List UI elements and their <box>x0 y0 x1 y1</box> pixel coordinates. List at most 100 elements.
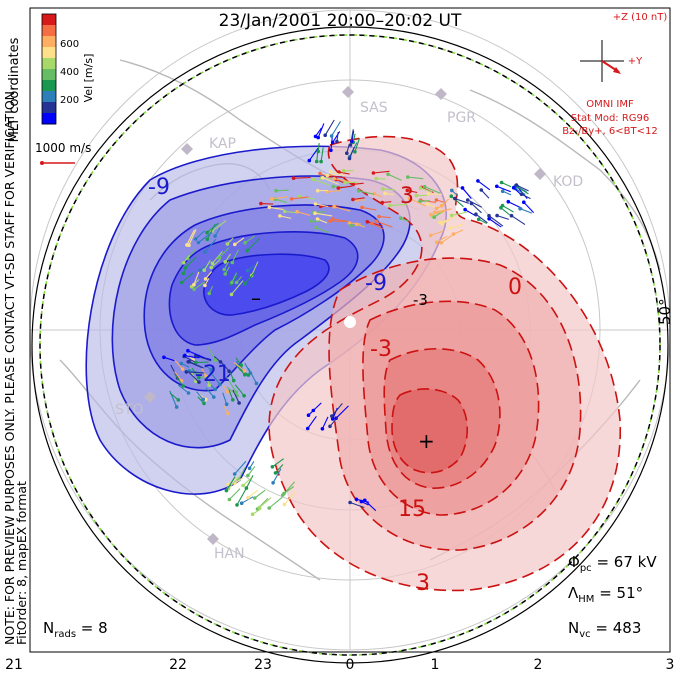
vector-line <box>268 496 283 509</box>
vector-origin <box>348 143 353 147</box>
vector-origin <box>341 169 346 173</box>
vector-origin <box>330 217 335 221</box>
vector-origin <box>330 414 334 418</box>
vector-line <box>184 354 197 359</box>
vector-line <box>462 187 472 199</box>
vector-origin <box>500 189 505 193</box>
vector-line <box>210 259 221 268</box>
vector-line <box>389 203 408 206</box>
contour-label-neg-3: -9 <box>365 271 387 296</box>
vector-origin <box>381 187 385 191</box>
vector-line <box>246 238 260 252</box>
vector-origin <box>245 249 249 253</box>
vector-line <box>371 223 384 230</box>
vector-origin <box>205 237 210 242</box>
vector-origin <box>218 382 222 387</box>
map-title: 23/Jan/2001 20:00–20:02 UT <box>219 11 462 31</box>
vector-origin <box>380 200 385 205</box>
vector-origin <box>325 173 330 178</box>
mlt-tick-21: 21 <box>5 657 23 673</box>
vector-line <box>187 248 196 259</box>
vector-origin <box>311 177 316 182</box>
vector-origin <box>270 197 274 201</box>
vector-line <box>229 488 241 500</box>
vector-origin <box>345 151 349 155</box>
vector-origin <box>254 381 259 386</box>
vector-line <box>434 208 452 213</box>
vector-origin <box>227 497 232 502</box>
vector-line <box>349 129 354 146</box>
vector-line <box>334 178 351 183</box>
vector-line <box>335 405 349 419</box>
vector-line <box>186 229 195 246</box>
vector-origin <box>234 390 238 394</box>
vector-origin <box>429 212 433 217</box>
heppner-maynard-boundary-green <box>39 34 661 656</box>
vector-origin <box>418 186 423 190</box>
vector-origin <box>213 358 218 363</box>
vector-origin <box>374 176 379 181</box>
vector-origin <box>426 191 431 196</box>
vector-line <box>271 196 288 200</box>
vector-origin <box>359 499 364 504</box>
vector-origin <box>434 198 439 202</box>
vector-origin <box>226 411 230 416</box>
vector-origin <box>343 180 347 185</box>
vector-line <box>228 475 241 489</box>
vector-line <box>331 403 343 417</box>
vector-line <box>313 178 330 186</box>
vector-origin <box>353 150 357 154</box>
velocity-colorbar <box>41 13 57 125</box>
vector-line <box>332 218 350 223</box>
vector-origin <box>248 371 253 375</box>
colorbar-segment <box>42 113 56 125</box>
vector-origin <box>197 375 201 380</box>
contour-label-pos-5: 3 <box>416 571 430 596</box>
vector-origin <box>313 134 318 139</box>
vector-origin <box>245 268 250 273</box>
vector-origin <box>315 217 320 221</box>
vector-origin <box>281 493 285 497</box>
vector-origin <box>329 134 334 138</box>
preview-note: NOTE: FOR PREVIEW PURPOSES ONLY. PLEASE … <box>2 87 17 645</box>
vector-origin <box>209 368 213 372</box>
vector-origin <box>210 261 215 266</box>
vector-line <box>225 476 236 491</box>
vector-origin <box>243 240 247 245</box>
vector-origin <box>198 268 202 272</box>
vector-origin <box>231 378 236 383</box>
vector-line <box>376 220 393 228</box>
colorbar-tick-600: 600 <box>60 39 79 50</box>
vector-line <box>275 189 289 192</box>
vector-origin <box>234 280 239 285</box>
colorbar-segment <box>42 36 56 48</box>
vector-origin <box>320 427 325 431</box>
vector-line <box>373 170 390 174</box>
mlt-tick-2: 2 <box>534 657 543 673</box>
vector-origin <box>311 408 316 413</box>
vector-line <box>352 197 365 201</box>
vector-origin <box>243 281 247 286</box>
vector-line <box>331 121 341 137</box>
vector-origin <box>237 401 241 405</box>
vector-origin <box>388 203 392 208</box>
vector-origin <box>321 175 325 180</box>
vector-line <box>163 356 175 362</box>
vector-origin <box>307 158 312 163</box>
mlt-coordinates-label: MLT coordinates <box>7 37 22 142</box>
vector-origin <box>479 188 484 192</box>
imf-clock-dial <box>580 40 624 82</box>
vector-origin <box>511 185 516 190</box>
vector-line <box>173 359 184 370</box>
vector-origin <box>425 202 430 206</box>
vector-origin <box>278 214 282 218</box>
potential-min-marker: – <box>251 286 261 310</box>
station-label-pgr: PGR <box>447 110 476 126</box>
vector-origin <box>196 240 201 245</box>
vector-origin <box>309 219 313 223</box>
vector-line <box>260 203 274 205</box>
station-label-han: HAN <box>214 546 245 562</box>
vector-line <box>247 367 257 384</box>
vector-line <box>284 210 297 214</box>
